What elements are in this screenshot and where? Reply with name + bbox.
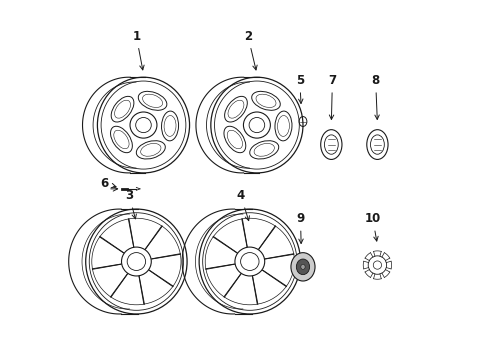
Text: 10: 10	[364, 212, 380, 241]
Text: 8: 8	[371, 74, 379, 120]
Text: 2: 2	[244, 30, 257, 70]
Ellipse shape	[290, 253, 314, 281]
Text: 4: 4	[236, 189, 249, 221]
Text: 5: 5	[295, 74, 304, 103]
Text: 1: 1	[132, 30, 144, 70]
Text: 7: 7	[327, 74, 336, 120]
Text: 6: 6	[100, 177, 116, 190]
Text: 3: 3	[125, 189, 136, 219]
Ellipse shape	[296, 259, 309, 275]
Text: 9: 9	[296, 212, 304, 243]
Ellipse shape	[300, 264, 305, 269]
